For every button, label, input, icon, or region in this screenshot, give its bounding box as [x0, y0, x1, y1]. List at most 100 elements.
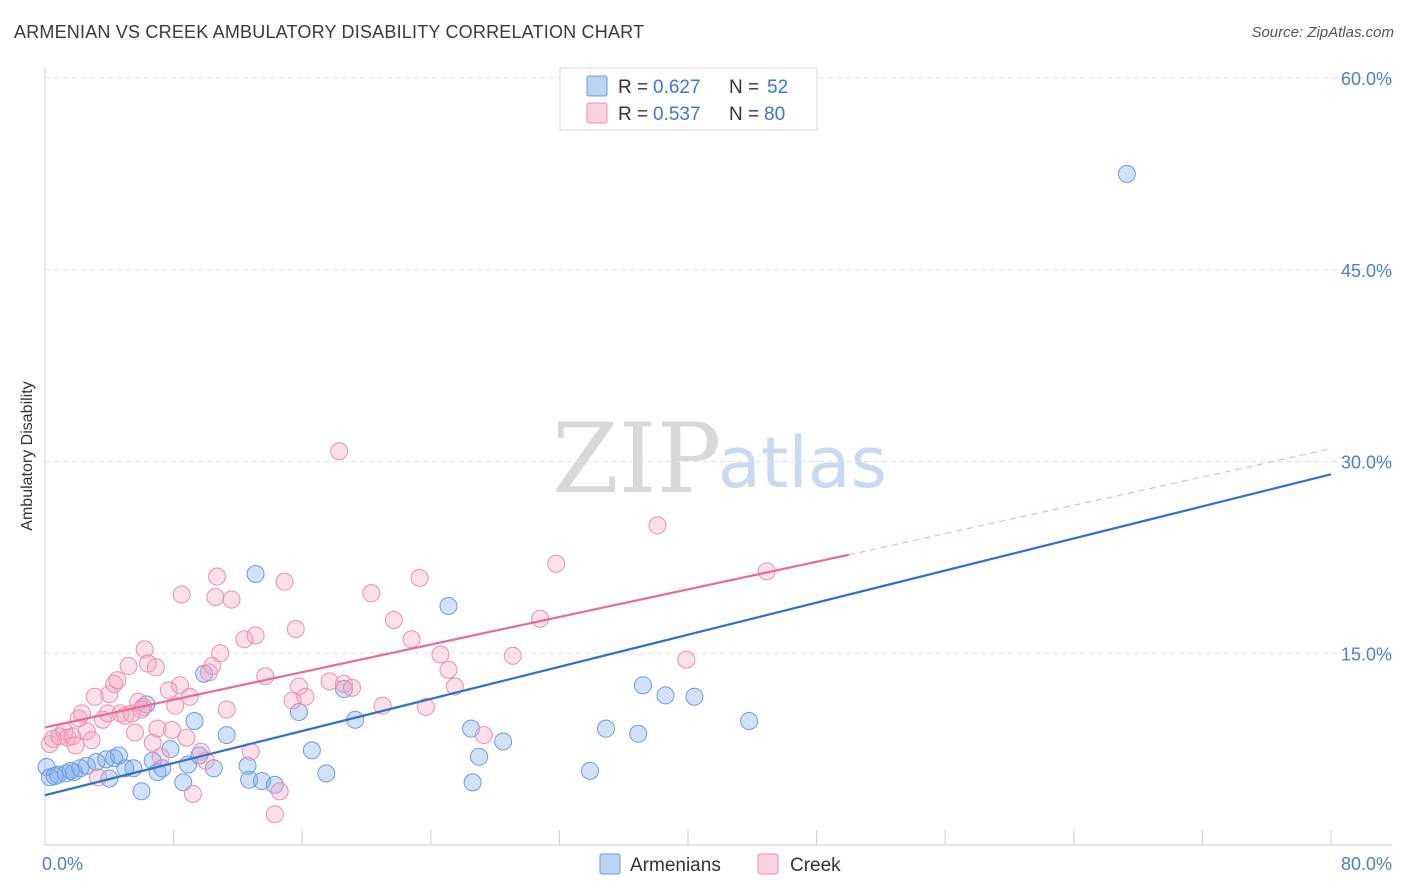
creek-point-34	[171, 676, 190, 695]
watermark-zip: ZIP	[552, 403, 721, 515]
trend-lines	[44, 448, 1332, 797]
armenians-point-27	[238, 756, 257, 775]
armenians-point-28	[240, 770, 259, 789]
creek-point-66	[410, 568, 429, 587]
armenians-point-44	[629, 724, 648, 743]
armenians-point-50	[45, 766, 64, 785]
armenians-point-42	[580, 761, 599, 780]
creek-point-76	[677, 650, 696, 669]
legend-creek-n-value: 80	[764, 104, 785, 125]
armenians-point-34	[317, 764, 336, 783]
armenians-point-10	[105, 749, 124, 768]
armenians-point-32	[289, 703, 308, 722]
creek-point-35	[172, 585, 191, 604]
bottom-legend-armenians: Armenians	[630, 855, 721, 876]
creek-point-45	[217, 700, 236, 719]
armenians-point-29	[246, 564, 265, 583]
creek-point-42	[206, 588, 225, 607]
armenians-point-46	[656, 686, 675, 705]
source-credit: Source: ZipAtlas.com	[1251, 24, 1394, 41]
creek-point-22	[126, 723, 145, 742]
creek-point-11	[85, 687, 104, 706]
armenians-point-47	[685, 687, 704, 706]
trend-line-creek-extension	[848, 448, 1332, 556]
bottom-legend-swatch-creek	[757, 853, 779, 875]
creek-point-65	[402, 630, 421, 649]
creek-point-30	[151, 747, 170, 766]
grid-lines	[45, 77, 1392, 654]
creek-point-44	[211, 644, 230, 663]
y-tick-labels: 15.0% 30.0% 45.0% 60.0%	[1341, 69, 1392, 664]
creek-point-51	[265, 805, 284, 824]
y-tick-label-2: 45.0%	[1341, 261, 1392, 281]
armenians-point-33	[302, 741, 321, 760]
creek-point-29	[148, 719, 167, 738]
creek-point-67	[416, 697, 435, 716]
creek-point-61	[343, 678, 362, 697]
creek-point-25	[135, 640, 154, 659]
bottom-legend-swatch-armenians	[599, 853, 621, 875]
armenians-point-45	[633, 676, 652, 695]
creek-point-0	[40, 735, 59, 754]
creek-point-53	[275, 572, 294, 591]
armenians-point-14	[132, 782, 151, 801]
armenians-point-31	[265, 775, 284, 794]
creek-point-27	[143, 733, 162, 752]
x-tick-label-1: 80.0%	[1341, 854, 1392, 874]
creek-point-6	[66, 736, 85, 755]
axes	[44, 68, 1392, 846]
top-legend: R = 0.627 N = 52 R = 0.537 N = 80	[559, 67, 818, 131]
creek-point-62	[362, 584, 381, 603]
armenians-point-48	[740, 712, 759, 731]
creek-point-79	[132, 700, 151, 719]
legend-swatch-creek	[586, 102, 608, 124]
creek-point-32	[162, 720, 181, 739]
creek-point-20	[119, 657, 138, 676]
creek-point-57	[296, 687, 315, 706]
x-tick-label-0: 0.0%	[42, 854, 83, 874]
creek-point-75	[648, 516, 667, 535]
legend-armenians-r-label: R =	[618, 77, 648, 98]
armenians-point-26	[217, 726, 236, 745]
armenians-point-6	[77, 756, 96, 775]
creek-point-74	[547, 554, 566, 573]
legend-creek-r-value: 0.537	[653, 104, 701, 125]
bottom-legend: Armenians Creek	[599, 853, 841, 876]
legend-creek-r-label: R =	[618, 104, 648, 125]
creek-point-56	[289, 677, 308, 696]
armenians-point-37	[439, 596, 458, 615]
creek-point-41	[203, 657, 222, 676]
y-tick-label-3: 60.0%	[1341, 69, 1392, 89]
armenians-point-51	[61, 761, 80, 780]
legend-armenians-n-label: N =	[729, 77, 759, 98]
armenians-point-22	[185, 712, 204, 731]
creek-point-10	[82, 731, 101, 750]
armenians-point-19	[161, 740, 180, 759]
creek-point-36	[177, 728, 196, 747]
watermark-atlas: atlas	[718, 422, 887, 504]
creek-point-71	[474, 726, 493, 745]
watermark: ZIP atlas	[552, 403, 887, 515]
armenians-point-39	[463, 773, 482, 792]
legend-armenians-r-value: 0.627	[653, 77, 701, 98]
creek-point-58	[320, 672, 339, 691]
armenians-point-40	[470, 747, 489, 766]
creek-point-38	[183, 784, 202, 803]
x-tick-labels: 0.0% 80.0%	[42, 854, 1392, 874]
creek-point-15	[100, 685, 119, 704]
creek-point-52	[270, 782, 289, 801]
creek-point-17	[108, 671, 127, 690]
y-tick-label-1: 30.0%	[1341, 453, 1392, 473]
creek-point-72	[503, 646, 522, 665]
creek-point-64	[384, 611, 403, 630]
creek-point-46	[222, 590, 241, 609]
creek-point-47	[235, 630, 254, 649]
chart-title: ARMENIAN VS CREEK AMBULATORY DISABILITY …	[14, 22, 645, 42]
creek-point-69	[439, 660, 458, 679]
legend-armenians-n-value: 52	[767, 77, 788, 98]
legend-creek-n-label: N =	[729, 104, 759, 125]
armenians-point-41	[494, 732, 513, 751]
creek-point-43	[208, 567, 227, 586]
creek-point-49	[246, 626, 265, 645]
